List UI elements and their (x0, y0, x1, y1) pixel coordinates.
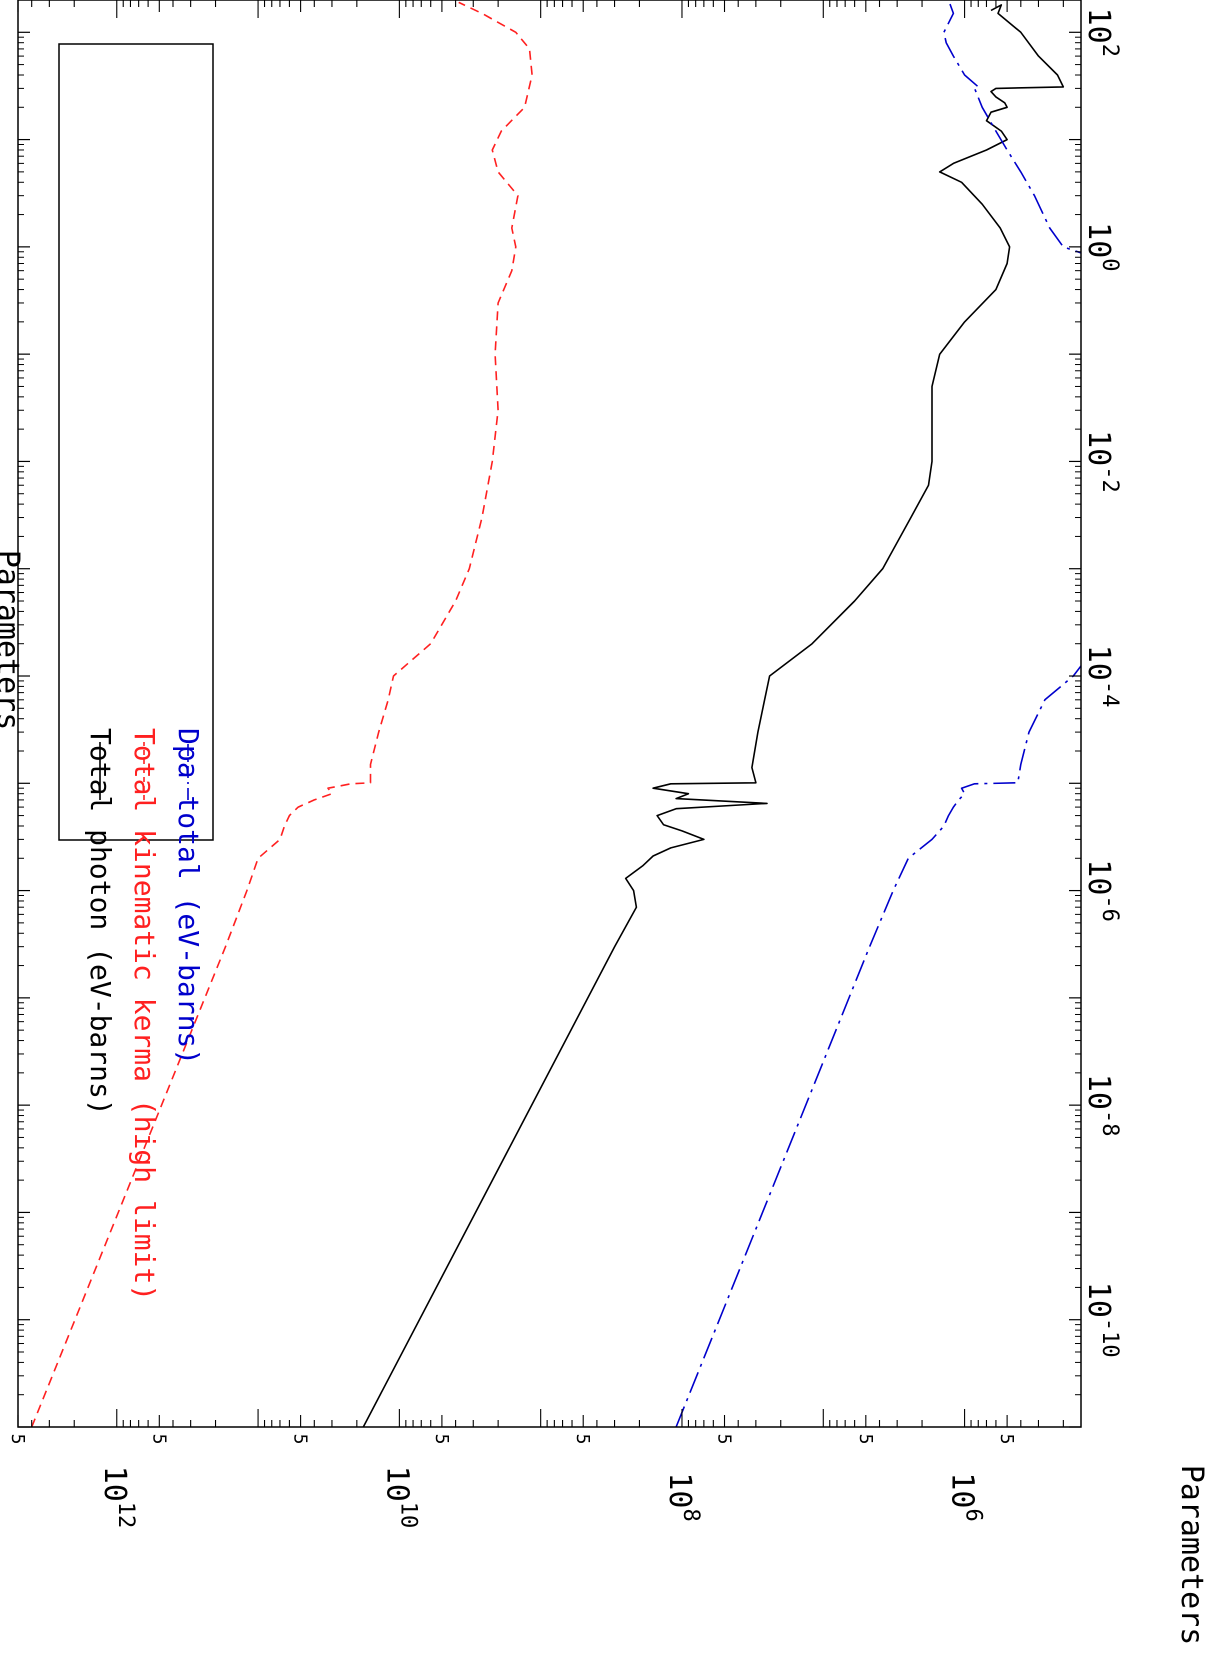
y-tick-exp: 12 (113, 1502, 138, 1529)
x-tick-label: 10-6 (1081, 859, 1122, 922)
x-tick-exp: 0 (1097, 258, 1122, 271)
legend-label-2: Total kinematic kerma (high limit) (128, 728, 161, 1301)
y-tick-label: 1010 (379, 1466, 420, 1529)
x-tick-label: 10-8 (1081, 1074, 1122, 1137)
y-tick-exp: 6 (961, 1508, 986, 1521)
x-tick-label: 102 (1081, 8, 1122, 57)
legend: Total photon (eV-barns) Total kinematic k… (58, 43, 214, 1301)
x-tick-label-text: 10-6 (1081, 859, 1122, 922)
y-tick-label: 1012 (97, 1466, 138, 1529)
x-tick-exp: -8 (1097, 1110, 1122, 1137)
x-tick-exp: 2 (1097, 44, 1122, 57)
y-minor-tick-label: 5 (855, 1434, 876, 1445)
x-tick-base: 10 (1081, 645, 1116, 681)
y-tick-exp: 8 (678, 1508, 703, 1521)
plot-frame (17, 0, 1082, 1428)
x-tick-exp: -2 (1097, 466, 1122, 493)
y-minor-tick-label: 5 (431, 1434, 452, 1445)
x-tick-base: 10 (1081, 1074, 1116, 1110)
y-tick-base: 10 (379, 1466, 414, 1502)
x-tick-label: 10-2 (1081, 430, 1122, 493)
y-tick-label-text: 108 (662, 1472, 703, 1521)
y-minor-tick-label: 5 (290, 1434, 311, 1445)
x-tick-label-text: 100 (1081, 222, 1122, 271)
x-tick-base: 10 (1081, 8, 1116, 44)
y-minor-tick-label: 5 (714, 1434, 735, 1445)
y-minor-tick-label: 5 (148, 1434, 169, 1445)
y-tick-label-text: 1010 (379, 1466, 420, 1529)
y-tick-label-text: 106 (945, 1472, 986, 1521)
y-tick-label-text: 1012 (97, 1466, 138, 1529)
x-tick-label-text: 10-2 (1081, 430, 1122, 493)
y-minor-tick-label: 5 (996, 1434, 1017, 1445)
tick-layer (17, 0, 1081, 1428)
x-tick-base: 10 (1081, 859, 1116, 895)
y-tick-base: 10 (97, 1466, 132, 1502)
series-layer (30, 0, 1081, 1427)
x-tick-label-text: 10-8 (1081, 1074, 1122, 1137)
x-tick-label: 100 (1081, 222, 1122, 271)
x-tick-base: 10 (1081, 430, 1116, 466)
y-tick-base: 10 (945, 1472, 980, 1508)
y-tick-label: 108 (662, 1472, 703, 1521)
series-line-1 (362, 4, 1065, 1427)
x-tick-exp: -4 (1097, 681, 1122, 708)
x-tick-exp: -10 (1097, 1318, 1122, 1358)
label-layer: 10-1010-810-610-410-21001021061081010101… (7, 8, 1122, 1529)
legend-box (58, 43, 214, 841)
x-tick-label-text: 10-4 (1081, 645, 1122, 708)
y-tick-label: 106 (945, 1472, 986, 1521)
series-line-2 (30, 1, 533, 1427)
x-tick-label: 10-10 (1081, 1282, 1122, 1358)
x-tick-base: 10 (1081, 222, 1116, 258)
chart-title: Parameters (0, 550, 25, 731)
y-minor-tick-label: 5 (572, 1434, 593, 1445)
y-minor-tick-label: 5 (7, 1434, 28, 1445)
y-tick-base: 10 (662, 1472, 697, 1508)
legend-label-1: Total photon (eV-barns) (84, 728, 117, 1116)
legend-label-3: Dpa total (eV-barns) (172, 728, 205, 1065)
y-axis-label: Parameters (1174, 1465, 1207, 1646)
x-tick-base: 10 (1081, 1282, 1116, 1318)
x-tick-label: 10-4 (1081, 645, 1122, 708)
x-tick-exp: -6 (1097, 895, 1122, 922)
x-tick-label-text: 10-10 (1081, 1282, 1122, 1358)
x-tick-label-text: 102 (1081, 8, 1122, 57)
series-line-3 (675, 0, 1081, 1427)
y-tick-exp: 10 (395, 1502, 420, 1529)
